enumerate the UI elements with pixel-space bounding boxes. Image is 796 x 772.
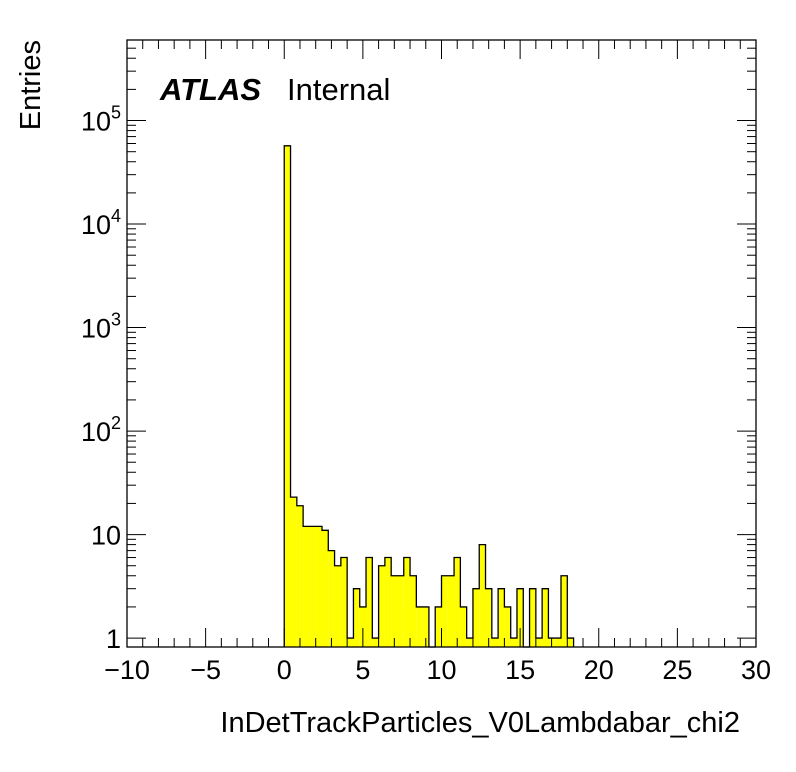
histogram-bar [384,557,392,647]
x-tick-label: 5 [355,655,370,685]
histogram-bar [403,557,411,647]
histogram-bar [441,575,448,647]
histogram-bar [303,526,310,647]
histogram-bar [479,544,486,647]
axis-ticks [126,39,757,647]
y-tick-labels: 1 10 102 103 104 105 [81,103,121,655]
histogram-bar [391,575,398,647]
plot-frame [126,39,757,648]
histogram-bar [567,638,574,647]
histogram-bar [296,505,304,647]
histogram-bar [410,575,417,647]
atlas-label: ATLAS [159,72,261,107]
histogram-bar [472,588,480,647]
histogram-bar [516,588,524,647]
histogram-bar [378,565,385,647]
histogram-bar [372,638,379,647]
histogram-bar [315,526,322,647]
histogram-bar [498,588,505,647]
histogram-bar [328,550,335,647]
histogram-bar [454,557,461,647]
histogram-bar [561,575,568,647]
histogram-bar [554,638,562,647]
x-axis-label: InDetTrackParticles_V0Lambdabar_chi2 [220,707,740,739]
histogram-bar [309,526,316,647]
histogram-bar [422,606,429,647]
histogram-bar [510,638,517,647]
plot-border [126,39,757,648]
histogram-bar [504,606,511,647]
x-tick-labels: −10 −5 0 5 10 15 20 25 30 [104,655,771,685]
internal-label: Internal [287,72,390,107]
histogram-bar [460,606,467,647]
histogram-bar [347,638,354,647]
histogram-bar [447,575,455,647]
y-tick-label: 103 [81,310,121,344]
histogram-bar [334,565,341,647]
x-tick-label: 30 [741,655,771,685]
histogram-bar [353,588,360,647]
x-tick-label: 15 [505,655,535,685]
histogram-bar [466,638,473,647]
y-axis-label: Entries [15,40,47,130]
x-tick-label: 0 [277,655,292,685]
histogram-bar [529,588,536,647]
x-tick-label: −5 [190,655,221,685]
x-tick-label: 10 [426,655,456,685]
y-tick-label: 105 [81,103,121,137]
x-tick-label: 25 [662,655,692,685]
histogram-bar [366,557,373,647]
x-tick-label: 20 [584,655,614,685]
y-tick-label: 10 [91,521,121,551]
histogram-bar [535,638,543,647]
y-tick-label: 102 [81,413,121,447]
histogram-bar [397,575,404,647]
histogram-bar [340,557,348,647]
x-tick-label: −10 [104,655,150,685]
histogram-bar [321,530,329,647]
histogram-bar [416,606,423,647]
histogram-bars [127,145,756,648]
histogram-bar [290,497,297,647]
histogram-bar [491,638,499,647]
histogram-bar [485,588,492,647]
y-tick-label: 1 [106,624,121,654]
histogram-bar [435,606,442,647]
histogram-bar [542,588,549,647]
histogram-bar [284,145,291,647]
histogram-bar [359,606,367,647]
y-tick-label: 104 [81,206,121,240]
